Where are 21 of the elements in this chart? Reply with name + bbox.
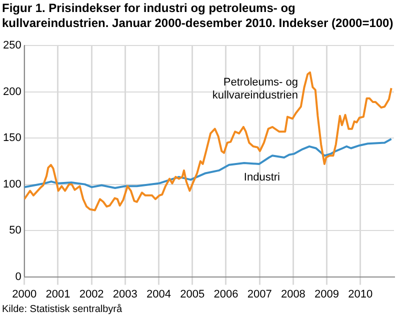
y-tick-label: 100 — [2, 178, 22, 190]
x-tick-label: 2009 — [314, 288, 340, 300]
x-tick-label: 2010 — [348, 288, 373, 300]
x-tick-label: 2004 — [146, 288, 172, 300]
y-tick-label: 50 — [9, 224, 22, 237]
x-tick-label: 2001 — [46, 288, 70, 300]
series-label: Industri — [244, 172, 280, 184]
chart-title: Figur 1. Prisindekser for industri og petroleums- og kullvareindustrien. Januar 2000-desember 2010. Indekser (2000=100) — [2, 1, 394, 31]
text: Kilde: Statistisk sentralbyrå — [2, 304, 122, 315]
y-tick-label: 0 — [15, 270, 22, 283]
x-tick-label: 2005 — [180, 288, 205, 300]
x-tick-label: 2002 — [79, 288, 104, 300]
series-label: Petroleums- og kullvareindustrien — [212, 76, 298, 102]
x-tick-label: 2008 — [280, 288, 306, 300]
x-tick-label: 2006 — [214, 288, 238, 300]
y-tick-label: 150 — [2, 132, 22, 144]
y-tick-label: 250 — [2, 40, 22, 52]
x-tick-label: 2000 — [12, 288, 37, 300]
x-tick-label: 2003 — [112, 288, 138, 300]
y-tick-label: 200 — [2, 86, 22, 98]
x-tick-label: 2007 — [247, 288, 272, 300]
